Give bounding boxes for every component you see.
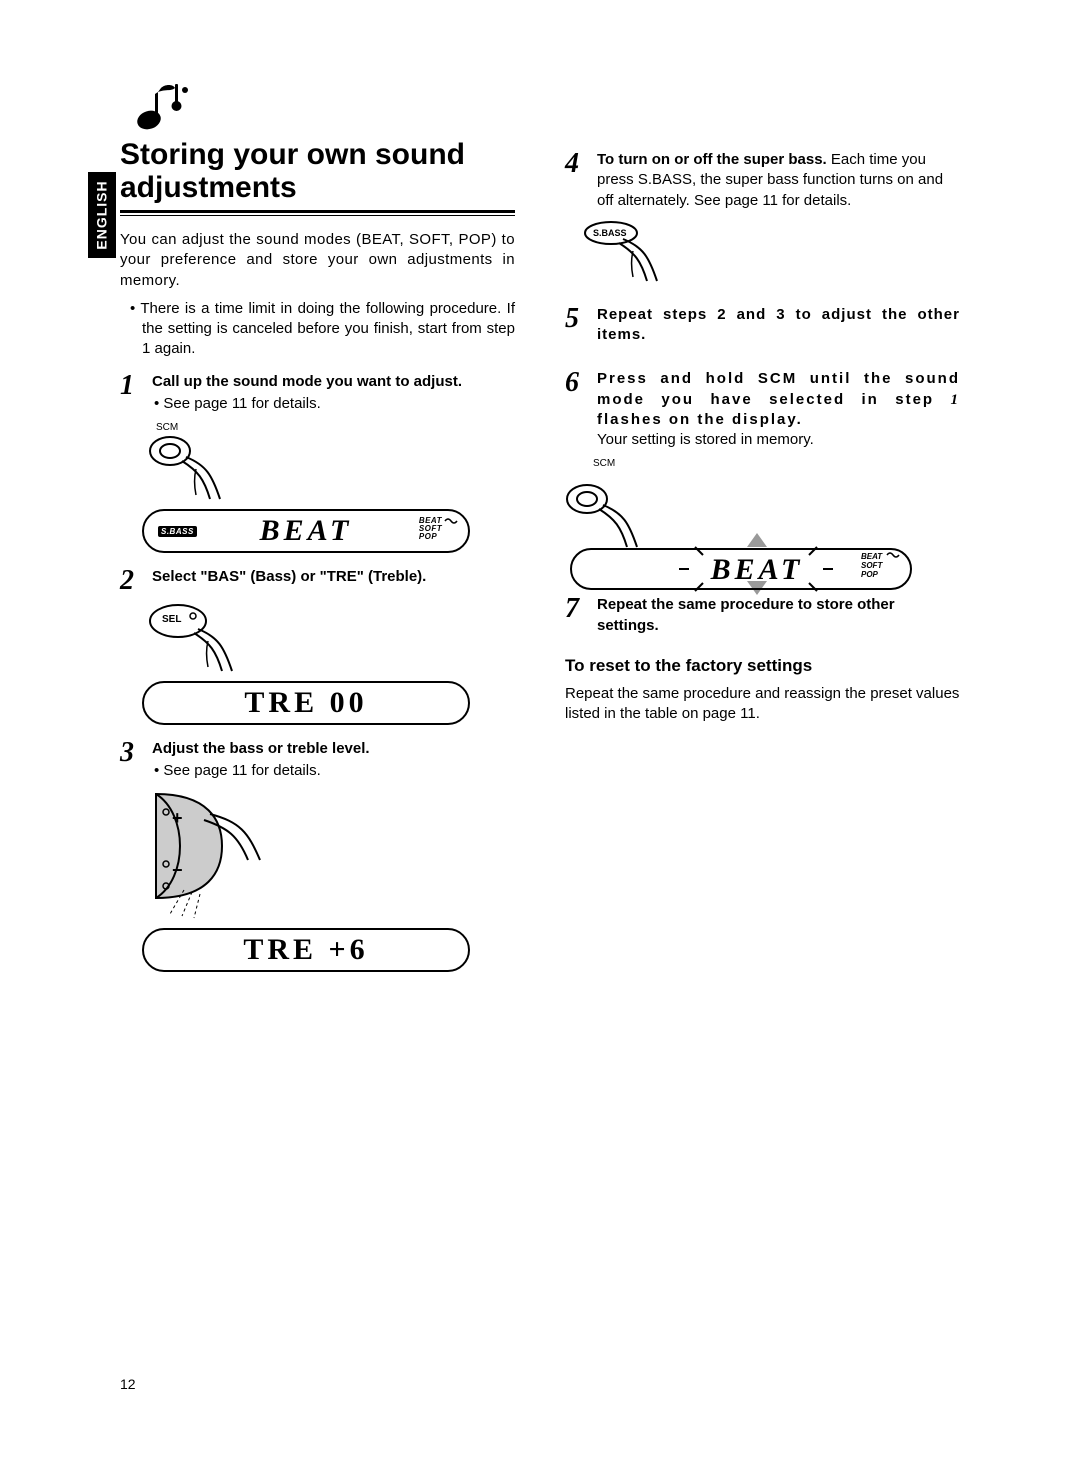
intro-note: • There is a time limit in doing the fol…: [120, 299, 515, 360]
lcd-display-1: S.BASS BEAT BEAT SOFT POP: [142, 509, 470, 553]
step-title: Repeat steps 2 and 3 to adjust the other…: [597, 305, 960, 346]
step-number: 2: [120, 567, 142, 595]
step-5: 5 Repeat steps 2 and 3 to adjust the oth…: [565, 305, 960, 346]
step-sub: • See page 11 for details.: [152, 761, 515, 781]
step-title: Select "BAS" (Bass) or "TRE" (Treble).: [152, 567, 515, 587]
mode-stack: BEAT SOFT POP: [419, 517, 458, 541]
step-sub: • See page 11 for details.: [152, 394, 515, 414]
svg-text:POP: POP: [861, 570, 879, 579]
mode-pop: POP: [419, 533, 458, 541]
step-4: 4 To turn on or off the super bass. Each…: [565, 150, 960, 211]
step-number: 5: [565, 305, 587, 346]
flash-figure: BEAT BEAT SOFT POP: [561, 479, 921, 589]
svg-text:S.BASS: S.BASS: [593, 228, 627, 238]
sbass-button-graphic: S.BASS: [583, 221, 960, 287]
step-number: 7: [565, 595, 587, 636]
page-number: 12: [120, 1376, 136, 1392]
sel-text: SEL: [162, 614, 181, 625]
intro-text: You can adjust the sound modes (BEAT, SO…: [120, 230, 515, 291]
step-title: Press and hold SCM until the sound mode …: [597, 369, 960, 430]
step-text: Your setting is stored in memory.: [597, 430, 960, 450]
svg-text:SOFT: SOFT: [861, 561, 883, 570]
step-1: 1 Call up the sound mode you want to adj…: [120, 372, 515, 415]
lcd-text: TRE 00: [244, 686, 367, 720]
lcd-text-flash: BEAT: [710, 553, 804, 586]
title-rule: [120, 210, 515, 216]
s6-post: flashes on the display.: [597, 411, 803, 428]
lcd-text: BEAT: [260, 514, 353, 548]
sel-button-graphic: SEL: [148, 603, 515, 673]
step-number: 4: [565, 150, 587, 211]
step-7: 7 Repeat the same procedure to store oth…: [565, 595, 960, 636]
language-label: ENGLISH: [94, 180, 110, 249]
step-6: 6 Press and hold SCM until the sound mod…: [565, 369, 960, 450]
step-2: 2 Select "BAS" (Bass) or "TRE" (Treble).: [120, 567, 515, 595]
svg-text:BEAT: BEAT: [861, 552, 883, 561]
music-note-icon: [135, 82, 191, 132]
right-column: 4 To turn on or off the super bass. Each…: [565, 138, 960, 986]
scm-label: SCM: [156, 422, 515, 433]
s6-ref: 1: [951, 392, 961, 408]
page: ENGLISH Storing your own sound adjustmen…: [0, 0, 1080, 1464]
reset-text: Repeat the same procedure and reassign t…: [565, 684, 960, 725]
sbass-badge: S.BASS: [158, 526, 197, 537]
s6-pre: Press and hold SCM until the sound mode …: [597, 370, 960, 407]
lcd-display-3: TRE +6: [142, 928, 470, 972]
lcd-display-2: TRE 00: [142, 681, 470, 725]
step-number: 3: [120, 739, 142, 782]
step-3: 3 Adjust the bass or treble level. • See…: [120, 739, 515, 782]
step-title: Repeat the same procedure to store other…: [597, 595, 960, 636]
scm-button-graphic: [148, 435, 515, 501]
svg-text:+: +: [172, 808, 183, 828]
volume-button-graphic: + −: [148, 790, 515, 920]
page-title: Storing your own sound adjustments: [120, 138, 515, 204]
step-number: 6: [565, 369, 587, 450]
lcd-text: TRE +6: [243, 933, 368, 967]
reset-heading: To reset to the factory settings: [565, 656, 960, 676]
language-tab: ENGLISH: [88, 172, 116, 258]
step-number: 1: [120, 372, 142, 415]
step-title: To turn on or off the super bass.: [597, 151, 827, 168]
step-title: Call up the sound mode you want to adjus…: [152, 372, 515, 392]
content-columns: Storing your own sound adjustments You c…: [120, 138, 960, 986]
svg-text:−: −: [172, 860, 183, 880]
step-title: Adjust the bass or treble level.: [152, 739, 515, 759]
scm-label-2: SCM: [593, 458, 960, 469]
left-column: Storing your own sound adjustments You c…: [120, 138, 515, 986]
